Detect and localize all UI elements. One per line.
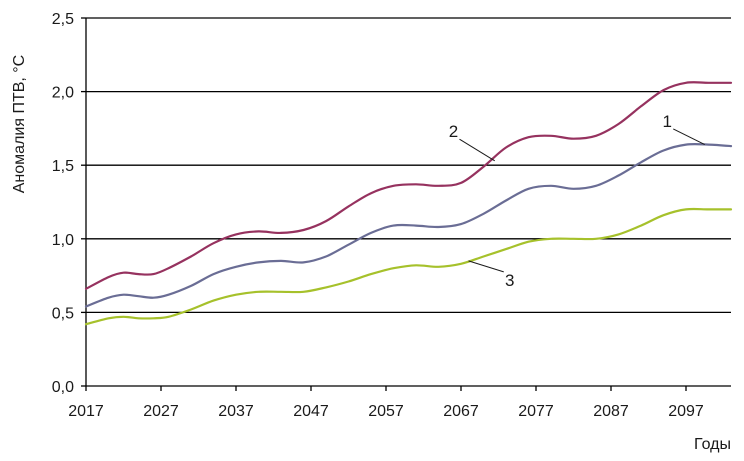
x-tick-label: 2067 xyxy=(443,403,479,420)
series-label: 2 xyxy=(449,122,458,141)
y-tick-label: 0,5 xyxy=(52,305,74,322)
label-leader-line xyxy=(468,260,504,273)
x-tick-label: 2047 xyxy=(293,403,329,420)
x-tick-label: 2077 xyxy=(518,403,554,420)
y-tick-label: 2,5 xyxy=(52,11,74,28)
y-tick-label: 0,0 xyxy=(52,379,74,396)
label-leader-line xyxy=(673,128,705,146)
series-line-1 xyxy=(84,142,733,308)
y-tick-label: 2,0 xyxy=(52,85,74,102)
x-tick-label: 2027 xyxy=(143,403,179,420)
label-leader-line xyxy=(459,138,496,162)
gridlines xyxy=(86,17,731,314)
x-tick-label: 2017 xyxy=(68,403,104,420)
x-tick-label: 2037 xyxy=(218,403,254,420)
x-tick-label: 2087 xyxy=(593,403,629,420)
series-label: 1 xyxy=(663,112,672,131)
y-tick-label: 1,5 xyxy=(52,158,74,175)
y-axis-label: Аномалия ПТВ, °С xyxy=(11,55,28,193)
series-annotations: 1 2 3 xyxy=(449,112,705,290)
y-tick-labels: 0,0 0,5 1,0 1,5 2,0 2,5 xyxy=(52,11,74,396)
x-axis-label: Годы xyxy=(694,436,731,453)
axes xyxy=(81,17,731,391)
y-tick-label: 1,0 xyxy=(52,232,74,249)
x-tick-labels: 2017 2027 2037 2047 2057 2067 2077 2087 2097 xyxy=(68,403,704,420)
series-lines xyxy=(84,81,733,326)
series-label: 3 xyxy=(505,271,514,290)
x-tick-label: 2097 xyxy=(668,403,704,420)
series-line-2 xyxy=(84,81,733,290)
x-tick-label: 2057 xyxy=(368,403,404,420)
series-line-3 xyxy=(84,207,733,326)
